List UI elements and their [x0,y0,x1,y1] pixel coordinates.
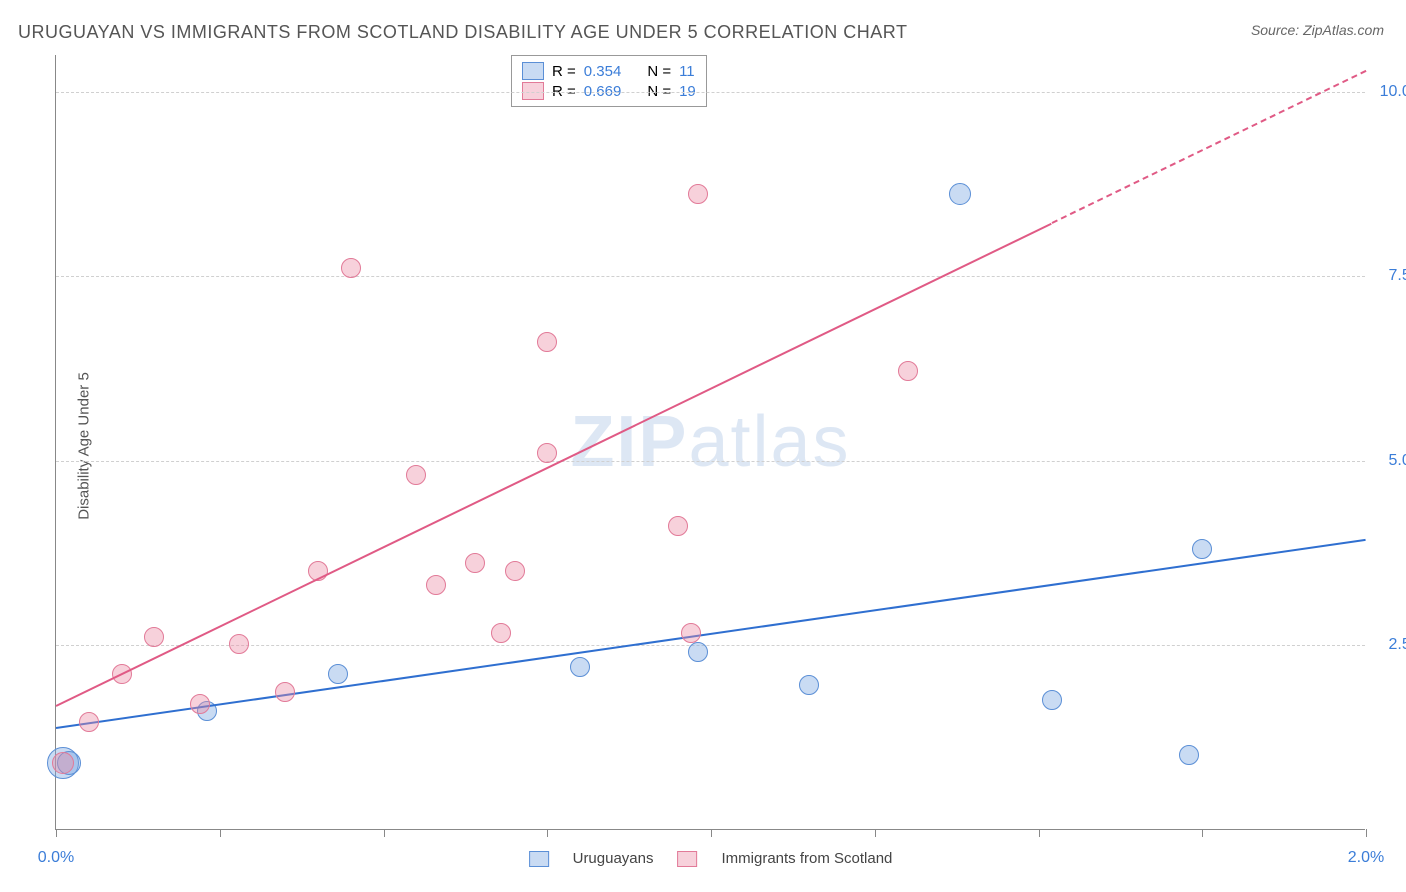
grid-line [56,461,1365,462]
data-point [1179,745,1199,765]
trend-line-dashed [1051,70,1366,224]
data-point [465,553,485,573]
data-point [681,623,701,643]
plot-area: ZIPatlas R =0.354N =11R =0.669N =19 Urug… [55,55,1365,830]
x-tick [56,829,57,837]
data-point [1192,539,1212,559]
legend-r-value: 0.354 [584,63,622,80]
data-point [688,184,708,204]
data-point [898,361,918,381]
data-point [144,627,164,647]
legend-r-label: R = [552,63,576,80]
x-tick [1039,829,1040,837]
watermark: ZIPatlas [570,401,850,483]
legend-row: R = 0.354 N = 11 [522,62,696,80]
data-point [1042,690,1062,710]
trend-line [56,222,1052,706]
data-point [190,694,210,714]
data-point [949,183,971,205]
data-point [688,642,708,662]
x-tick-label: 0.0% [38,849,74,867]
x-tick [1202,829,1203,837]
grid-line [56,276,1365,277]
data-point [799,675,819,695]
y-tick-label: 5.0% [1389,452,1406,470]
watermark-light: atlas [688,402,850,482]
x-tick [875,829,876,837]
data-point [275,682,295,702]
legend-n-label: N = [647,63,671,80]
data-point [229,634,249,654]
data-point [426,575,446,595]
series-legend: Uruguayans Immigrants from Scotland [529,850,893,867]
data-point [491,623,511,643]
data-point [328,664,348,684]
data-point [537,332,557,352]
legend-series-name: Immigrants from Scotland [722,850,893,867]
watermark-bold: ZIP [570,402,688,482]
chart-container: URUGUAYAN VS IMMIGRANTS FROM SCOTLAND DI… [0,0,1406,892]
legend-series-name: Uruguayans [573,850,654,867]
correlation-legend: R =0.354N =11R =0.669N =19 [511,55,707,107]
x-tick [547,829,548,837]
data-point [341,258,361,278]
trend-line [56,538,1366,728]
x-tick [220,829,221,837]
y-tick-label: 7.5% [1389,267,1406,285]
legend-swatch [522,62,544,80]
legend-swatch [529,851,549,867]
x-tick-label: 2.0% [1348,849,1384,867]
grid-line [56,92,1365,93]
data-point [537,443,557,463]
x-tick [711,829,712,837]
data-point [668,516,688,536]
y-tick-label: 10.0% [1380,83,1406,101]
source-attribution: Source: ZipAtlas.com [1251,22,1384,38]
x-tick [384,829,385,837]
data-point [79,712,99,732]
data-point [406,465,426,485]
legend-swatch [678,851,698,867]
legend-n-value: 11 [679,63,695,80]
data-point [505,561,525,581]
data-point [570,657,590,677]
grid-line [56,645,1365,646]
data-point [52,752,74,774]
x-tick [1366,829,1367,837]
chart-title: URUGUAYAN VS IMMIGRANTS FROM SCOTLAND DI… [18,22,907,43]
y-tick-label: 2.5% [1389,636,1406,654]
